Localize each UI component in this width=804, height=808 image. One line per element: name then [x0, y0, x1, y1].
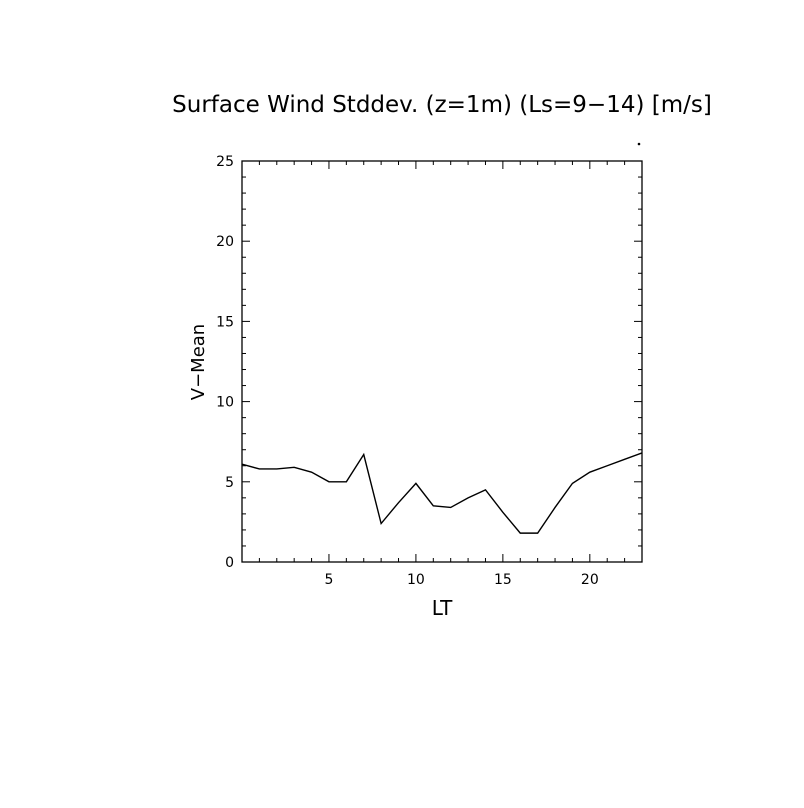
y-tick-label: 10 — [216, 395, 234, 411]
y-tick-label: 0 — [225, 555, 234, 571]
y-axis-label: V−Mean — [188, 324, 209, 400]
y-tick-label: 5 — [225, 475, 234, 491]
x-tick-label: 10 — [407, 572, 425, 588]
plot-frame — [241, 160, 643, 563]
y-tick-label: 15 — [216, 314, 234, 330]
series-line — [241, 452, 643, 534]
series-group — [241, 452, 643, 534]
chart-title: Surface Wind Stddev. (z=1m) (Ls=9−14) [m… — [172, 92, 712, 118]
x-tick-label: 20 — [581, 572, 599, 588]
tick-labels: 5 10 15 20 0 5 10 15 20 25 — [216, 154, 599, 588]
axis-ticks — [241, 160, 643, 563]
y-tick-label: 25 — [216, 154, 234, 170]
corner-dot — [637, 142, 641, 146]
x-tick-label: 15 — [494, 572, 512, 588]
plot-area — [241, 160, 643, 563]
x-tick-label: 5 — [324, 572, 333, 588]
x-axis-label: LT — [432, 596, 453, 620]
y-tick-label: 20 — [216, 234, 234, 250]
